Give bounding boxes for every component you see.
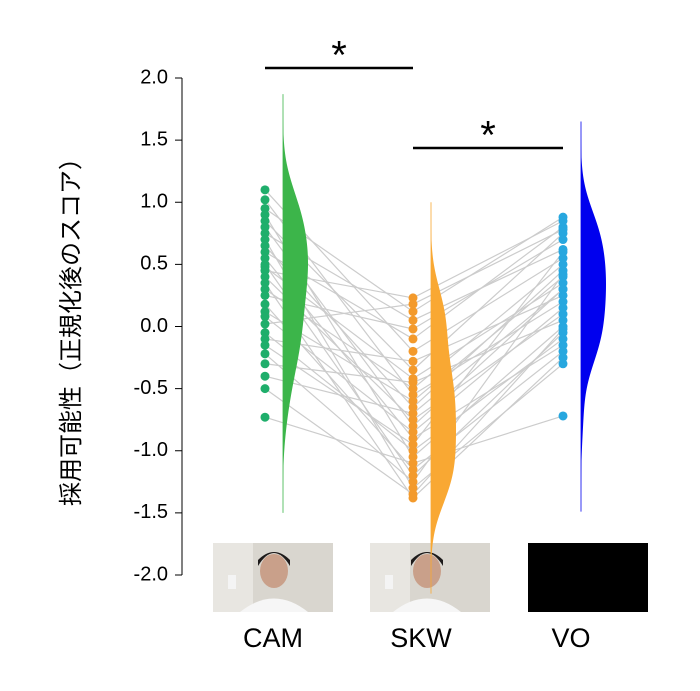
point bbox=[558, 297, 568, 307]
y-tick-label: -1.5 bbox=[134, 501, 168, 523]
point bbox=[408, 293, 418, 303]
thumbnail-skw bbox=[370, 543, 490, 612]
y-tick-label: 2.0 bbox=[140, 66, 168, 88]
violin bbox=[283, 94, 308, 513]
point bbox=[260, 328, 270, 338]
point bbox=[408, 390, 418, 400]
point bbox=[260, 340, 270, 350]
point bbox=[408, 464, 418, 474]
point bbox=[260, 235, 270, 245]
y-tick-label: -0.5 bbox=[134, 377, 168, 399]
point bbox=[408, 427, 418, 437]
point bbox=[260, 253, 270, 263]
point bbox=[260, 247, 270, 257]
point bbox=[260, 312, 270, 322]
point bbox=[408, 471, 418, 481]
point bbox=[408, 477, 418, 487]
point bbox=[558, 235, 568, 245]
point bbox=[408, 402, 418, 412]
point bbox=[558, 309, 568, 319]
point bbox=[408, 440, 418, 450]
y-tick-label: -1.0 bbox=[134, 439, 168, 461]
point bbox=[558, 278, 568, 288]
point bbox=[260, 384, 270, 394]
x-tick-label: VO bbox=[551, 623, 590, 653]
point bbox=[408, 446, 418, 456]
point bbox=[408, 377, 418, 387]
point bbox=[558, 253, 568, 263]
point bbox=[260, 299, 270, 309]
point bbox=[558, 353, 568, 363]
point bbox=[260, 371, 270, 381]
point bbox=[260, 222, 270, 232]
point bbox=[260, 278, 270, 288]
y-tick-label: -2.0 bbox=[134, 563, 168, 585]
point bbox=[558, 303, 568, 313]
y-tick-label: 1.0 bbox=[140, 191, 168, 213]
point bbox=[260, 412, 270, 422]
x-tick-label: CAM bbox=[243, 623, 303, 653]
point bbox=[558, 216, 568, 226]
point bbox=[408, 489, 418, 499]
y-tick-label: 0.5 bbox=[140, 253, 168, 275]
point bbox=[408, 365, 418, 375]
point bbox=[408, 483, 418, 493]
y-tick-label: 1.5 bbox=[140, 128, 168, 150]
point bbox=[260, 272, 270, 282]
point bbox=[558, 315, 568, 325]
point bbox=[408, 307, 418, 317]
point bbox=[260, 203, 270, 213]
point bbox=[260, 349, 270, 359]
point bbox=[558, 340, 568, 350]
point bbox=[408, 384, 418, 394]
point bbox=[408, 346, 418, 356]
point bbox=[260, 359, 270, 369]
point bbox=[408, 415, 418, 425]
point bbox=[408, 324, 418, 334]
violin bbox=[431, 202, 456, 594]
point bbox=[408, 408, 418, 418]
point bbox=[260, 216, 270, 226]
point bbox=[260, 284, 270, 294]
point bbox=[408, 334, 418, 344]
point bbox=[558, 247, 568, 257]
point bbox=[558, 324, 568, 334]
significance-label: * bbox=[480, 114, 496, 158]
point bbox=[260, 266, 270, 276]
point bbox=[260, 228, 270, 238]
point bbox=[408, 421, 418, 431]
point bbox=[260, 241, 270, 251]
point bbox=[408, 299, 418, 309]
point bbox=[408, 452, 418, 462]
point bbox=[558, 346, 568, 356]
point bbox=[408, 396, 418, 406]
point bbox=[408, 356, 418, 366]
point bbox=[558, 225, 568, 235]
point bbox=[260, 334, 270, 344]
significance-label: * bbox=[331, 34, 347, 78]
point bbox=[408, 458, 418, 468]
point bbox=[558, 411, 568, 421]
point bbox=[408, 433, 418, 443]
point bbox=[558, 284, 568, 294]
violin bbox=[581, 121, 606, 512]
point bbox=[260, 185, 270, 195]
point bbox=[558, 290, 568, 300]
point bbox=[408, 315, 418, 325]
point bbox=[260, 319, 270, 329]
point bbox=[260, 290, 270, 300]
point bbox=[558, 269, 568, 279]
thumbnail-vo bbox=[528, 543, 648, 612]
point bbox=[260, 195, 270, 205]
y-tick-label: 0.0 bbox=[140, 315, 168, 337]
point bbox=[558, 334, 568, 344]
point bbox=[558, 359, 568, 369]
x-tick-label: SKW bbox=[390, 623, 452, 653]
point bbox=[558, 259, 568, 269]
point bbox=[260, 210, 270, 220]
y-axis-label: 採用可能性（正規化後のスコア） bbox=[57, 146, 85, 506]
thumbnail-cam bbox=[213, 543, 333, 612]
